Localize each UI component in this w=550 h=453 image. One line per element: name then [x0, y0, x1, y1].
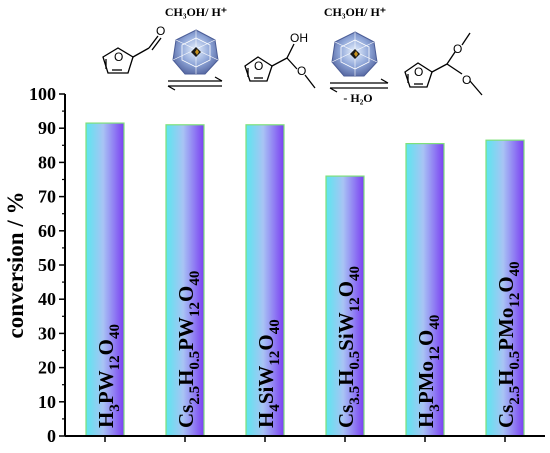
bars [85, 122, 525, 437]
y-tick-label-2: 20 [38, 358, 56, 378]
bar-2 [245, 124, 285, 437]
step2-reagent: CH₃OH/ H⁺ [324, 5, 386, 19]
bar-4 [405, 142, 445, 437]
bar-1 [165, 124, 205, 437]
y-tick-label-9: 90 [38, 118, 56, 138]
bar-chart: H3PW12O40 Cs2.5H0.5PW12O40 H4SiW12O40 Cs3.5… [3, 84, 545, 446]
y-tick-label-5: 50 [38, 255, 56, 275]
catalyst-cluster-1 [172, 29, 219, 75]
reaction-scheme: O O CH₃OH/ H⁺ [102, 5, 483, 105]
y-tick-label-8: 80 [38, 152, 56, 172]
y-tick-label-6: 60 [38, 221, 56, 241]
bar-label-5: Cs2.5H0.5PMo12O40 [494, 261, 523, 428]
y-tick-label-0: 0 [47, 426, 56, 446]
step1-reagent: CH₃OH/ H⁺ [165, 5, 227, 19]
bar-labels: H3PW12O40 Cs2.5H0.5PW12O40 H4SiW12O40 Cs3.5… [94, 261, 523, 428]
catalyst-cluster-2 [331, 31, 378, 77]
hemiacetal-ring-oxygen: O [254, 59, 263, 73]
hemiacetal-hydroxyl: OH [290, 31, 308, 45]
hemiacetal-ether-oxygen: O [297, 64, 306, 78]
bar-label-3: Cs3.5H0.5SiW12O40 [334, 266, 363, 428]
equilibrium-arrow-2 [329, 78, 389, 93]
y-tick-label-1: 10 [38, 392, 56, 412]
furfural-molecule [102, 35, 162, 74]
y-tick-label-7: 70 [38, 187, 56, 207]
bar-label-0: H3PW12O40 [94, 324, 123, 428]
acetal-ether-oxygen-2: O [462, 73, 471, 87]
bar-label-4: H3PMo12O40 [414, 315, 443, 428]
axes [64, 94, 545, 442]
y-tick-label-3: 30 [38, 323, 56, 343]
water-elimination: - H₂O [343, 91, 372, 105]
y-ticks: 0 10 20 30 40 50 60 70 80 90 100 [29, 84, 65, 446]
y-axis-title: conversion / % [3, 192, 28, 339]
equilibrium-arrow-1 [167, 76, 223, 91]
bar-label-1: Cs2.5H0.5PW12O40 [174, 271, 203, 428]
hemiacetal-molecule [244, 43, 316, 89]
y-tick-label-4: 40 [38, 289, 56, 309]
bar-label-2: H4SiW12O40 [254, 319, 283, 428]
furfural-ring-oxygen: O [114, 50, 123, 64]
bar-3 [325, 175, 365, 437]
acetal-molecule [404, 32, 483, 96]
acetal-ether-oxygen-1: O [453, 42, 462, 56]
bar-0 [85, 122, 125, 437]
furfural-carbonyl-oxygen: O [156, 24, 165, 38]
bar-5 [485, 139, 525, 437]
acetal-ring-oxygen: O [414, 65, 423, 79]
y-tick-label-10: 100 [29, 84, 56, 104]
